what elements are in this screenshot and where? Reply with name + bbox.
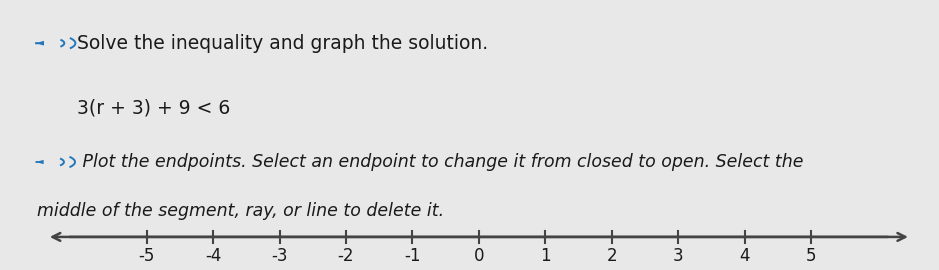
Text: middle of the segment, ray, or line to delete it.: middle of the segment, ray, or line to d…	[38, 202, 444, 220]
Polygon shape	[36, 160, 43, 164]
Polygon shape	[35, 41, 44, 46]
Text: 1: 1	[540, 247, 550, 265]
Text: 3(r + 3) + 9 < 6: 3(r + 3) + 9 < 6	[77, 99, 230, 117]
Text: -3: -3	[271, 247, 287, 265]
Text: 5: 5	[806, 247, 816, 265]
Text: -5: -5	[138, 247, 155, 265]
Text: -2: -2	[338, 247, 354, 265]
Text: 2: 2	[607, 247, 617, 265]
Text: Solve the inequality and graph the solution.: Solve the inequality and graph the solut…	[77, 34, 488, 53]
Text: -1: -1	[404, 247, 421, 265]
Text: 3: 3	[673, 247, 684, 265]
Text: 4: 4	[739, 247, 750, 265]
Text: Plot the endpoints. Select an endpoint to change it from closed to open. Select : Plot the endpoints. Select an endpoint t…	[77, 153, 804, 171]
Text: -4: -4	[205, 247, 222, 265]
Text: 0: 0	[473, 247, 485, 265]
